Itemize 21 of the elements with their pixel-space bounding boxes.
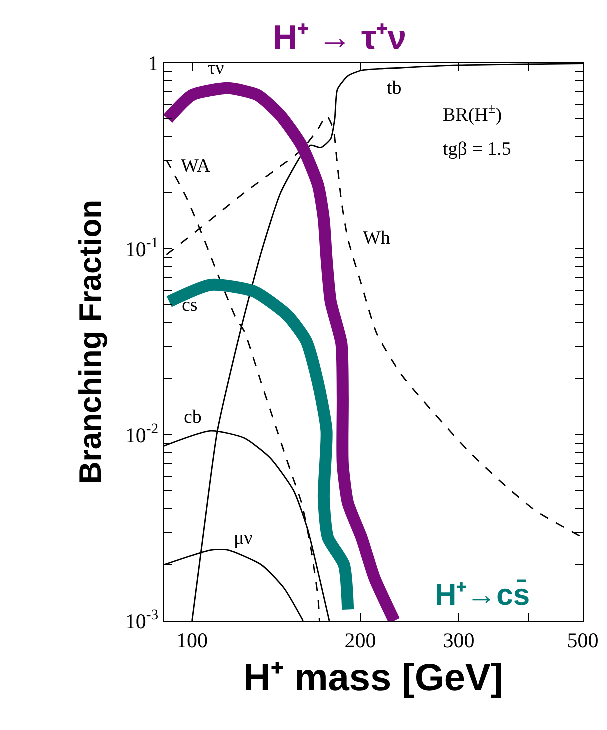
series-label: μν: [234, 528, 254, 549]
y-tick-label: 10$^{-3}$: [125, 608, 159, 634]
text: H⁺→cs̄: [435, 579, 530, 612]
series-label: cb: [184, 407, 202, 428]
series-label: H⁺ → τ⁺ν: [273, 19, 407, 57]
y-tick-label: 10$^{-2}$: [125, 422, 159, 448]
y-axis-title: Branching Fraction: [73, 200, 108, 484]
y-tick-label: 1: [148, 51, 159, 76]
annotation: cs: [182, 295, 198, 316]
y-tick-label: 10$^{-1}$: [125, 236, 159, 262]
x-tick-label: 500: [567, 628, 599, 652]
annotation: BR(H$^{±}$): [443, 101, 502, 126]
x-tick-label: 300: [443, 628, 475, 652]
x-axis-title: H⁺ mass [GeV]: [243, 657, 504, 700]
series-label: Wh: [363, 228, 391, 249]
x-tick-label: 200: [344, 628, 376, 652]
annotation: τν: [208, 58, 225, 79]
annotation: tgβ = 1.5: [443, 139, 512, 160]
x-tick-label: 100: [176, 628, 208, 652]
series-label: WA: [181, 156, 211, 177]
series-label: tb: [387, 78, 402, 99]
